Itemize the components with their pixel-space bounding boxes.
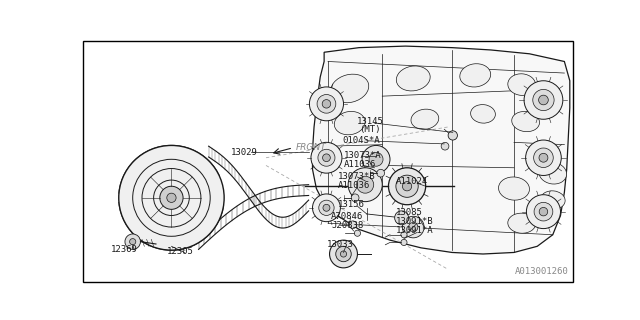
Text: A11036: A11036 — [338, 181, 371, 190]
Circle shape — [119, 145, 224, 250]
Circle shape — [167, 193, 176, 203]
Text: 13145: 13145 — [356, 117, 383, 126]
Circle shape — [160, 186, 183, 209]
Circle shape — [527, 195, 561, 228]
Circle shape — [403, 216, 424, 238]
Circle shape — [330, 240, 358, 268]
Circle shape — [539, 207, 548, 216]
Circle shape — [441, 142, 449, 150]
Circle shape — [356, 176, 374, 193]
Circle shape — [539, 153, 548, 162]
Ellipse shape — [512, 111, 540, 132]
Circle shape — [336, 246, 351, 262]
Text: (MT): (MT) — [359, 125, 381, 134]
Circle shape — [312, 194, 340, 222]
Ellipse shape — [508, 74, 536, 95]
Circle shape — [340, 251, 347, 257]
Circle shape — [129, 239, 136, 245]
Text: 12369: 12369 — [111, 245, 138, 254]
Circle shape — [362, 145, 390, 173]
Text: FRONT: FRONT — [296, 143, 326, 152]
Circle shape — [532, 89, 554, 111]
Circle shape — [322, 100, 331, 108]
Circle shape — [311, 142, 342, 173]
Text: A013001260: A013001260 — [515, 267, 568, 276]
Circle shape — [318, 149, 335, 166]
Circle shape — [125, 234, 140, 249]
Ellipse shape — [334, 111, 365, 135]
Circle shape — [319, 200, 334, 215]
Ellipse shape — [470, 105, 495, 123]
Circle shape — [534, 202, 553, 221]
Ellipse shape — [539, 162, 566, 184]
Text: A11024: A11024 — [396, 177, 428, 186]
Circle shape — [309, 87, 344, 121]
Text: 0104S*A: 0104S*A — [342, 136, 380, 145]
Ellipse shape — [508, 213, 536, 233]
Text: 13073*A: 13073*A — [344, 151, 381, 160]
Circle shape — [539, 95, 548, 105]
Text: 13073*B: 13073*B — [338, 172, 376, 181]
Text: 13091*B: 13091*B — [396, 217, 434, 226]
Text: 13033: 13033 — [326, 240, 353, 249]
Polygon shape — [312, 46, 570, 254]
Ellipse shape — [411, 109, 439, 129]
Ellipse shape — [460, 64, 491, 87]
Circle shape — [355, 230, 360, 236]
Text: 12305: 12305 — [167, 247, 194, 256]
Text: 13091*A: 13091*A — [396, 227, 434, 236]
Text: J20838: J20838 — [331, 221, 364, 230]
Circle shape — [349, 221, 356, 228]
Circle shape — [448, 131, 458, 140]
Ellipse shape — [499, 177, 529, 200]
Circle shape — [369, 152, 383, 166]
Text: 13029: 13029 — [231, 148, 258, 157]
Circle shape — [395, 211, 408, 225]
Circle shape — [408, 222, 418, 232]
Ellipse shape — [540, 191, 565, 209]
Circle shape — [401, 232, 407, 238]
Circle shape — [317, 94, 336, 113]
Circle shape — [403, 182, 412, 191]
Circle shape — [525, 140, 561, 175]
Circle shape — [534, 148, 553, 167]
Text: 13085: 13085 — [396, 208, 423, 217]
Text: A11036: A11036 — [344, 160, 376, 169]
Text: A70846: A70846 — [331, 212, 364, 221]
Circle shape — [396, 175, 418, 197]
Circle shape — [524, 81, 563, 119]
Ellipse shape — [396, 66, 430, 91]
Circle shape — [348, 168, 382, 202]
Circle shape — [388, 168, 426, 205]
Circle shape — [351, 194, 359, 202]
Ellipse shape — [331, 74, 369, 103]
Text: 13156: 13156 — [338, 200, 365, 209]
Circle shape — [323, 204, 330, 211]
Circle shape — [377, 169, 385, 177]
Circle shape — [323, 154, 330, 162]
Circle shape — [401, 239, 407, 245]
